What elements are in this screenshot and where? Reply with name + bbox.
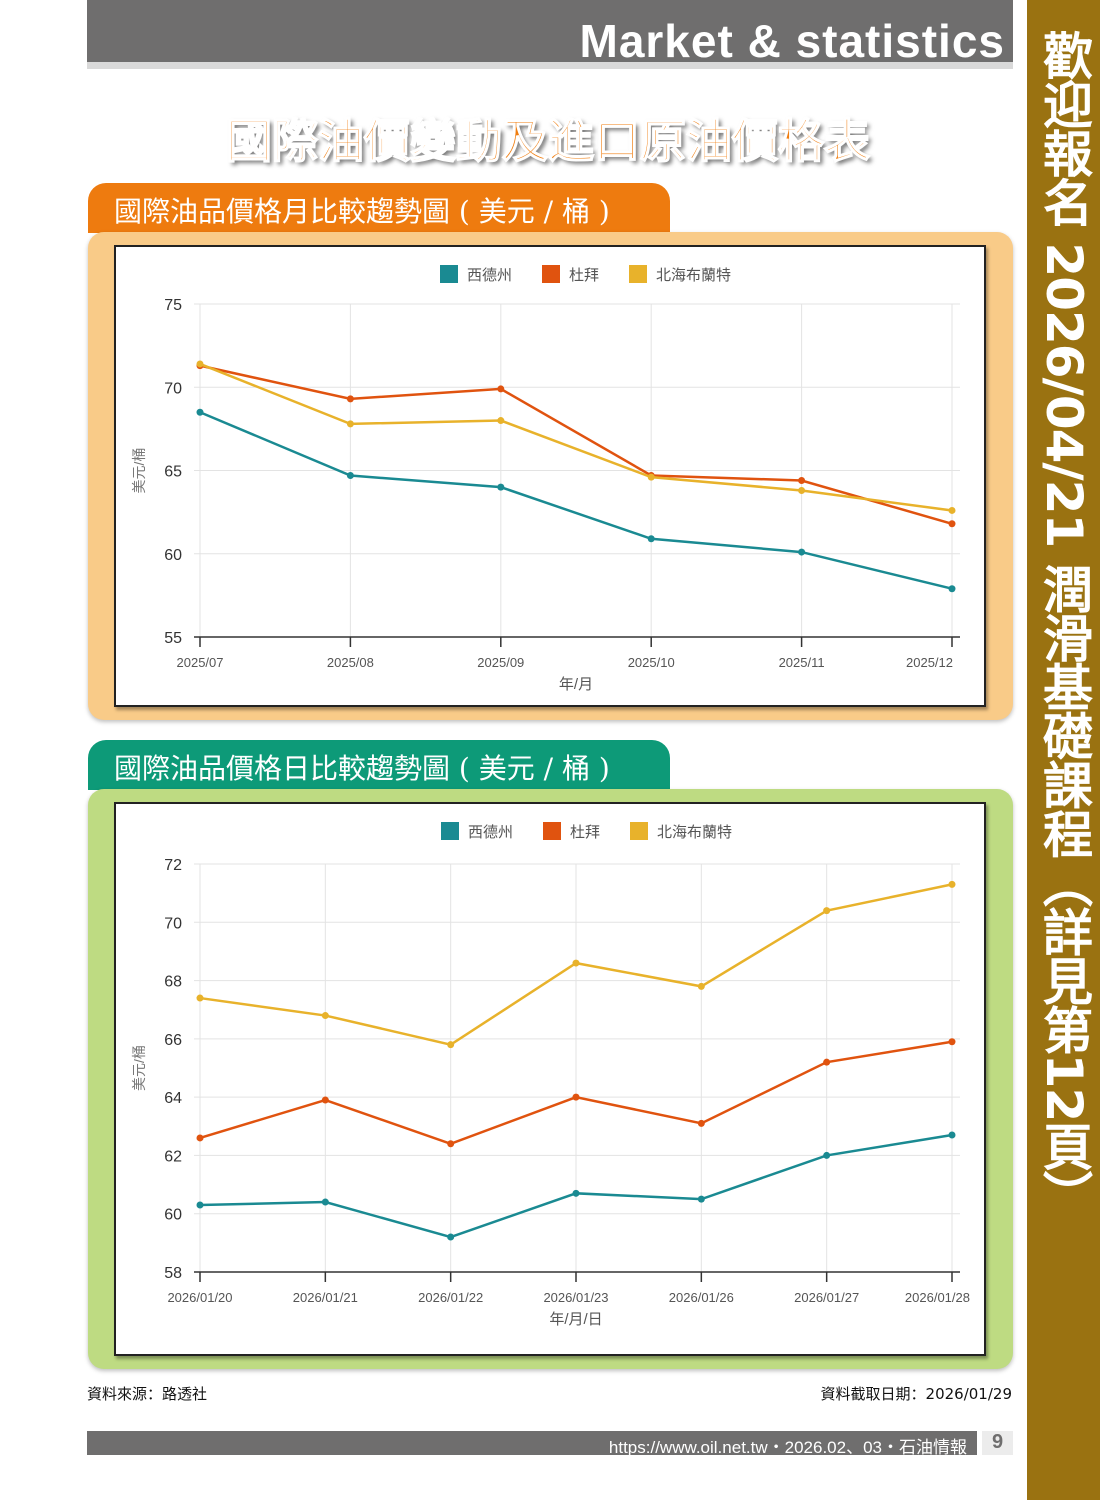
data-point [948, 520, 956, 528]
data-point [823, 1151, 831, 1159]
data-date: 資料截取日期：2026/01/29 [820, 1385, 1012, 1403]
x-tick-label: 2025/10 [628, 655, 675, 670]
legend-swatch [543, 822, 561, 840]
data-point [196, 360, 204, 368]
y-tick-label: 68 [164, 974, 182, 991]
y-axis-label: 美元/桶 [131, 448, 147, 494]
y-tick-label: 64 [164, 1090, 182, 1107]
y-axis-label: 美元/桶 [131, 1045, 147, 1091]
legend-swatch [440, 265, 458, 283]
legend-label: 北海布蘭特 [657, 824, 732, 841]
data-point [447, 1140, 455, 1148]
header-bar: Market & statistics [87, 0, 1013, 67]
data-point [798, 486, 806, 494]
data-point [798, 548, 806, 556]
y-tick-label: 55 [164, 630, 182, 647]
data-point [346, 395, 354, 403]
x-axis-label: 年/月 [559, 676, 593, 693]
data-point [447, 1233, 455, 1241]
data-point [196, 408, 204, 416]
y-tick-label: 66 [164, 1032, 182, 1049]
data-point [647, 535, 655, 543]
page-number: 9 [982, 1431, 1013, 1455]
data-point [798, 476, 806, 484]
y-tick-label: 72 [164, 857, 182, 874]
data-point [697, 1195, 705, 1203]
data-point [346, 471, 354, 479]
data-source: 資料來源：路透社 [87, 1385, 208, 1403]
data-point [497, 385, 505, 393]
x-tick-label: 2026/01/26 [669, 1290, 734, 1305]
y-tick-label: 62 [164, 1148, 182, 1165]
y-tick-label: 58 [164, 1265, 182, 1282]
y-tick-label: 75 [164, 297, 182, 314]
data-point [321, 1198, 329, 1206]
x-tick-label: 2025/11 [779, 655, 825, 670]
legend-label: 杜拜 [570, 824, 600, 841]
legend-label: 西德州 [468, 823, 513, 841]
x-tick-label: 2026/01/27 [794, 1290, 859, 1305]
data-point [647, 473, 655, 481]
data-point [948, 585, 956, 593]
legend-swatch [630, 822, 648, 840]
legend-swatch [441, 822, 459, 840]
data-point [572, 959, 580, 967]
legend-label: 西德州 [467, 266, 512, 284]
data-point [497, 417, 505, 425]
monthly-chart: 55 60 65 70 75 2025/07 2025/08 2025/09 2025/10 20… [114, 245, 986, 707]
data-point [572, 1189, 580, 1197]
data-point [346, 420, 354, 428]
legend-swatch [542, 265, 560, 283]
section-title: Market & statistics [579, 15, 1005, 67]
data-point [823, 1058, 831, 1066]
data-point [497, 483, 505, 491]
daily-chart: 58 60 62 64 66 68 70 72 2026/01/20 2026/01/21 2026… [114, 802, 986, 1356]
data-point [321, 1012, 329, 1020]
x-axis-label: 年/月/日 [549, 1311, 602, 1328]
data-point [447, 1041, 455, 1049]
monthly-chart-panel: 55 60 65 70 75 2025/07 2025/08 2025/09 2025/10 20… [88, 232, 1013, 720]
header-strip [87, 62, 1013, 69]
x-tick-label: 2026/01/28 [905, 1290, 970, 1305]
data-point [572, 1093, 580, 1101]
series-line-0 [199, 411, 953, 590]
data-point [196, 1134, 204, 1142]
x-tick-label: 2025/09 [477, 655, 524, 670]
y-tick-label: 65 [164, 464, 182, 481]
data-point [196, 1201, 204, 1209]
data-point [697, 1119, 705, 1127]
x-tick-label: 2026/01/21 [293, 1290, 358, 1305]
side-banner: 歡迎報名 2026/04/21 潤滑基礎課程（詳見第12頁） [1027, 0, 1100, 1500]
data-point [948, 506, 956, 514]
x-tick-label: 2025/08 [327, 655, 374, 670]
data-point [948, 1038, 956, 1046]
daily-chart-tab: 國際油品價格日比較趨勢圖 ( 美元 / 桶 ) [88, 740, 670, 790]
x-tick-label: 2025/12 [906, 655, 953, 670]
x-tick-label: 2026/01/20 [167, 1290, 232, 1305]
daily-chart-panel: 58 60 62 64 66 68 70 72 2026/01/20 2026/01/21 2026… [88, 789, 1013, 1369]
monthly-chart-tab: 國際油品價格月比較趨勢圖 ( 美元 / 桶 ) [88, 183, 670, 233]
data-point [948, 1131, 956, 1139]
legend-swatch [629, 265, 647, 283]
y-tick-label: 60 [164, 1207, 182, 1224]
data-point [196, 994, 204, 1002]
side-banner-text: 歡迎報名 2026/04/21 潤滑基礎課程（詳見第12頁） [1035, 30, 1093, 1220]
x-tick-label: 2025/07 [177, 655, 224, 670]
series-line-1 [199, 364, 953, 525]
page-title: 國際油價變動及進口原油價格表 [225, 113, 871, 169]
y-tick-label: 60 [164, 547, 182, 564]
data-point [321, 1096, 329, 1104]
x-tick-label: 2026/01/22 [418, 1290, 483, 1305]
legend-label: 北海布蘭特 [656, 267, 731, 284]
data-point [948, 880, 956, 888]
x-tick-label: 2026/01/23 [543, 1290, 608, 1305]
series-line-2 [199, 362, 953, 512]
y-tick-label: 70 [164, 915, 182, 932]
data-point [823, 907, 831, 915]
data-point [697, 982, 705, 990]
legend-label: 杜拜 [569, 267, 599, 284]
y-tick-label: 70 [164, 380, 182, 397]
footer-bar: https://www.oil.net.tw・2026.02、03・石油情報 [87, 1431, 977, 1457]
